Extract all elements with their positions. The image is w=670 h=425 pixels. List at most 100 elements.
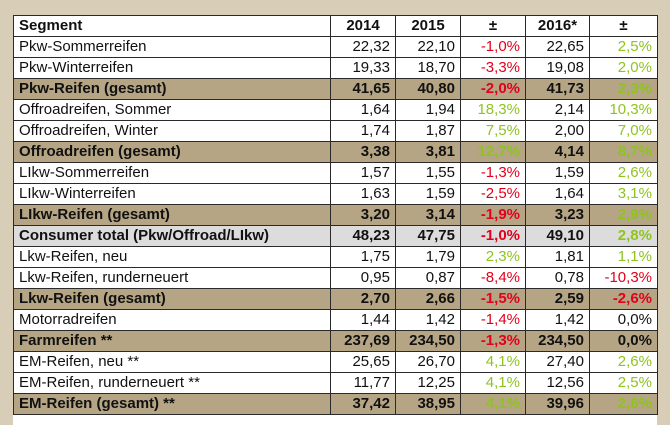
value-2014: 2,70 xyxy=(330,288,396,310)
table-row: Motorradreifen 1,44 1,42 -1,4% 1,42 0,0% xyxy=(13,309,658,331)
value-2014: 41,65 xyxy=(330,78,396,100)
segment-cell: Lkw-Reifen, runderneuert xyxy=(13,267,331,289)
value-2015: 47,75 xyxy=(395,225,461,247)
value-2015: 26,70 xyxy=(395,351,461,373)
change-2016: 2,6% xyxy=(589,351,658,373)
value-2014: 11,77 xyxy=(330,372,396,394)
change-2015: -1,5% xyxy=(460,288,526,310)
value-2016: 3,23 xyxy=(525,204,590,226)
value-2016: 2,00 xyxy=(525,120,590,142)
value-2016: 39,96 xyxy=(525,393,590,415)
change-2015: 4,1% xyxy=(460,393,526,415)
segment-cell: Farmreifen ** xyxy=(13,330,331,352)
change-2015: -1,4% xyxy=(460,309,526,331)
segment-cell: Pkw-Sommerreifen xyxy=(13,36,331,58)
header-change-2016: ± xyxy=(589,15,658,37)
value-2014: 1,57 xyxy=(330,162,396,184)
value-2016: 19,08 xyxy=(525,57,590,79)
value-2014: 1,64 xyxy=(330,99,396,121)
segment-cell: EM-Reifen, neu ** xyxy=(13,351,331,373)
header-2014: 2014 xyxy=(330,15,396,37)
segment-cell: Lkw-Reifen, neu xyxy=(13,246,331,268)
table-row: EM-Reifen, runderneuert ** 11,77 12,25 4,1%… xyxy=(13,372,658,394)
table-row: LIkw-Sommerreifen 1,57 1,55 -1,3% 1,59 2,6% xyxy=(13,162,658,184)
value-2016: 22,65 xyxy=(525,36,590,58)
change-2016: 3,1% xyxy=(589,183,658,205)
value-2015: 40,80 xyxy=(395,78,461,100)
table-row: Pkw-Winterreifen 19,33 18,70 -3,3% 19,08 2,0% xyxy=(13,57,658,79)
change-2015: 4,1% xyxy=(460,351,526,373)
change-2015: -1,3% xyxy=(460,330,526,352)
value-2014: 1,74 xyxy=(330,120,396,142)
change-2015: -1,0% xyxy=(460,36,526,58)
table-row: Lkw-Reifen, neu 1,75 1,79 2,3% 1,81 1,1% xyxy=(13,246,658,268)
change-2016: 2,9% xyxy=(589,204,658,226)
change-2016: 2,6% xyxy=(589,162,658,184)
table-row: LIkw-Reifen (gesamt) 3,20 3,14 -1,9% 3,23 2,9… xyxy=(13,204,658,226)
change-2015: -2,0% xyxy=(460,78,526,100)
change-2016: 7,0% xyxy=(589,120,658,142)
value-2015: 1,87 xyxy=(395,120,461,142)
value-2014: 1,44 xyxy=(330,309,396,331)
segment-cell: Pkw-Reifen (gesamt) xyxy=(13,78,331,100)
table-row: LIkw-Winterreifen 1,63 1,59 -2,5% 1,64 3,1% xyxy=(13,183,658,205)
value-2014: 3,20 xyxy=(330,204,396,226)
value-2016: 4,14 xyxy=(525,141,590,163)
change-2015: 2,3% xyxy=(460,246,526,268)
change-2016: 0,0% xyxy=(589,309,658,331)
value-2016: 234,50 xyxy=(525,330,590,352)
header-2015: 2015 xyxy=(395,15,461,37)
value-2015: 1,79 xyxy=(395,246,461,268)
value-2016: 41,73 xyxy=(525,78,590,100)
change-2016: 1,1% xyxy=(589,246,658,268)
table-header-row: Segment 2014 2015 ± 2016* ± xyxy=(13,15,658,37)
segment-cell: Pkw-Winterreifen xyxy=(13,57,331,79)
value-2015: 3,81 xyxy=(395,141,461,163)
value-2016: 12,56 xyxy=(525,372,590,394)
value-2014: 0,95 xyxy=(330,267,396,289)
table-row: Lkw-Reifen (gesamt) 2,70 2,66 -1,5% 2,59 -2,6… xyxy=(13,288,658,310)
table-row: Offroadreifen (gesamt) 3,38 3,81 12,7% 4,14 8… xyxy=(13,141,658,163)
value-2015: 1,94 xyxy=(395,99,461,121)
change-2016: 2,5% xyxy=(589,372,658,394)
table-row: Offroadreifen, Sommer 1,64 1,94 18,3% 2,14 10… xyxy=(13,99,658,121)
value-2015: 0,87 xyxy=(395,267,461,289)
table-row: EM-Reifen, neu ** 25,65 26,70 4,1% 27,40 2,6% xyxy=(13,351,658,373)
value-2015: 2,66 xyxy=(395,288,461,310)
change-2015: 18,3% xyxy=(460,99,526,121)
value-2014: 22,32 xyxy=(330,36,396,58)
table-row: Farmreifen ** 237,69 234,50 -1,3% 234,50 0,0% xyxy=(13,330,658,352)
change-2016: 2,8% xyxy=(589,225,658,247)
tire-market-table-frame: Segment 2014 2015 ± 2016* ± Pkw-Sommerre… xyxy=(13,15,658,425)
change-2015: -2,5% xyxy=(460,183,526,205)
table-row: Offroadreifen, Winter 1,74 1,87 7,5% 2,00 7,0… xyxy=(13,120,658,142)
change-2015: 7,5% xyxy=(460,120,526,142)
value-2014: 25,65 xyxy=(330,351,396,373)
table-row: EM-Reifen (gesamt) ** 37,42 38,95 4,1% 39,96… xyxy=(13,393,658,415)
header-segment: Segment xyxy=(13,15,331,37)
segment-cell: EM-Reifen, runderneuert ** xyxy=(13,372,331,394)
change-2016: 2,0% xyxy=(589,57,658,79)
segment-cell: Motorradreifen xyxy=(13,309,331,331)
change-2015: -1,9% xyxy=(460,204,526,226)
value-2015: 38,95 xyxy=(395,393,461,415)
value-2015: 22,10 xyxy=(395,36,461,58)
segment-cell: Lkw-Reifen (gesamt) xyxy=(13,288,331,310)
value-2015: 234,50 xyxy=(395,330,461,352)
change-2016: 8,7% xyxy=(589,141,658,163)
value-2016: 1,59 xyxy=(525,162,590,184)
value-2015: 1,55 xyxy=(395,162,461,184)
table-row: Lkw-Reifen, runderneuert 0,95 0,87 -8,4% 0,7… xyxy=(13,267,658,289)
value-2016: 0,78 xyxy=(525,267,590,289)
value-2016: 2,59 xyxy=(525,288,590,310)
segment-cell: Offroadreifen, Sommer xyxy=(13,99,331,121)
value-2015: 3,14 xyxy=(395,204,461,226)
table-row: Consumer total (Pkw/Offroad/LIkw) 48,23 47… xyxy=(13,225,658,247)
value-2014: 1,63 xyxy=(330,183,396,205)
segment-cell: EM-Reifen (gesamt) ** xyxy=(13,393,331,415)
segment-cell: LIkw-Sommerreifen xyxy=(13,162,331,184)
value-2014: 19,33 xyxy=(330,57,396,79)
change-2016: -10,3% xyxy=(589,267,658,289)
value-2016: 1,42 xyxy=(525,309,590,331)
value-2015: 18,70 xyxy=(395,57,461,79)
